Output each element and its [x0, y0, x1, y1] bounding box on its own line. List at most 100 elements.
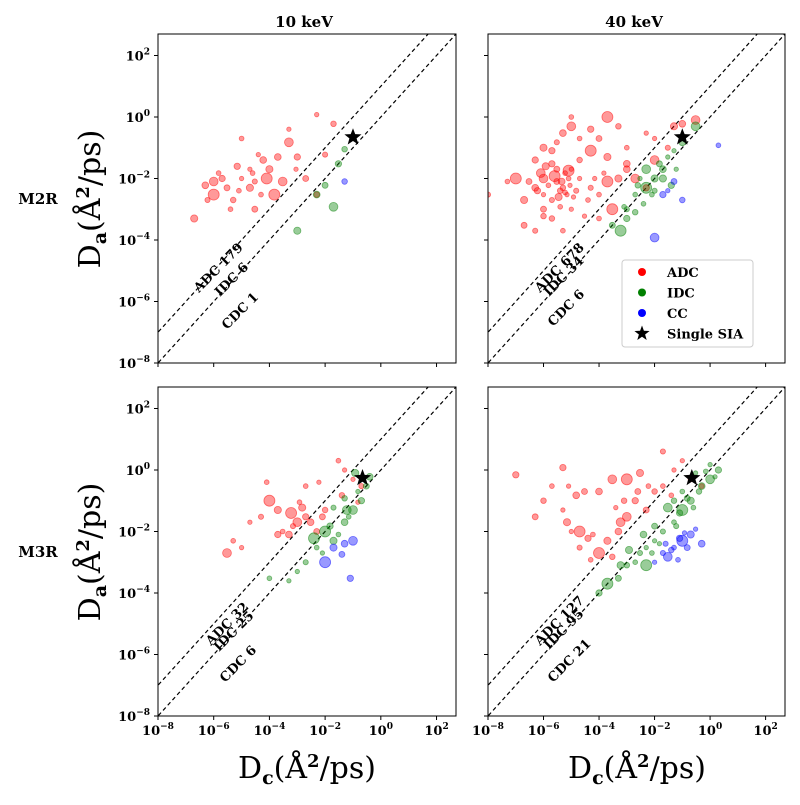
point-adc — [350, 476, 356, 482]
point-adc — [341, 467, 348, 473]
y-tick-label: 10−2 — [118, 170, 150, 187]
point-idc — [673, 523, 680, 530]
point-adc — [285, 507, 298, 519]
point-idc — [640, 559, 653, 572]
point-adc — [698, 483, 705, 489]
point-adc — [603, 536, 612, 545]
point-idc — [671, 148, 677, 154]
point-adc — [531, 513, 539, 521]
point-adc — [660, 483, 666, 489]
point-idc — [676, 504, 689, 516]
point-idc — [640, 201, 647, 207]
point-adc — [614, 174, 623, 183]
plot-frame — [157, 33, 457, 364]
point-idc — [355, 488, 361, 495]
point-idc — [625, 546, 634, 555]
point-adc — [258, 191, 264, 198]
point-idc — [665, 154, 671, 160]
x-axis-title-left: Dc(Å2/ps) — [238, 750, 376, 789]
reference-line-1 — [158, 387, 429, 687]
row-label-m2r: M2R — [18, 190, 58, 208]
point-idc — [659, 165, 667, 174]
point-adc — [335, 457, 342, 464]
point-adc — [562, 189, 568, 196]
point-adc — [545, 182, 552, 189]
row-label-m3r: M3R — [18, 543, 58, 561]
point-idc — [656, 541, 663, 547]
point-adc — [273, 505, 282, 514]
point-adc — [279, 528, 286, 535]
point-adc — [239, 544, 245, 551]
point-adc — [285, 530, 293, 539]
point-idc — [686, 496, 695, 505]
point-adc — [298, 503, 307, 512]
point-adc — [679, 458, 685, 464]
legend-label: IDC — [667, 287, 695, 302]
point-adc — [222, 548, 232, 558]
point-adc — [233, 162, 241, 170]
point-cc — [659, 191, 667, 199]
x-tick-label: 100 — [369, 722, 393, 739]
point-adc — [260, 172, 273, 185]
panel-3: 10−810−8 10−6 10−6 10−4 10−4 10−2 10−2 100 100 10… — [118, 386, 457, 739]
point-adc — [621, 511, 632, 522]
point-idc — [637, 175, 643, 182]
point-idc — [302, 559, 309, 566]
point-adc — [570, 194, 577, 200]
y-tick-label: 102 — [126, 400, 150, 417]
single-sia-star — [344, 128, 362, 145]
point-cc — [341, 178, 348, 185]
y-tick-label: 10−2 — [118, 523, 150, 540]
point-adc — [595, 487, 603, 496]
point-adc — [581, 213, 588, 219]
point-adc — [488, 191, 491, 198]
point-adc — [668, 492, 675, 499]
point-adc — [623, 144, 630, 151]
axis-titles: Dc(Å2/ps) Dc(Å2/ps) Da(Å2/ps) Da(Å2/ps) — [72, 130, 706, 789]
point-adc — [553, 139, 560, 146]
point-adc — [548, 215, 556, 222]
x-tick-label: 10−8 — [472, 722, 504, 739]
point-adc — [273, 153, 282, 161]
point-adc — [596, 215, 602, 222]
point-idc — [632, 208, 639, 216]
point-adc — [606, 203, 619, 216]
point-cc — [662, 551, 673, 562]
point-idc — [656, 160, 663, 168]
point-idc — [326, 522, 334, 530]
point-idc — [321, 181, 329, 189]
point-adc — [567, 182, 573, 188]
y-tick-label: 10−6 — [118, 293, 150, 310]
point-adc — [584, 534, 592, 542]
point-idc — [690, 121, 701, 132]
point-idc — [707, 461, 713, 468]
point-adc — [601, 175, 614, 188]
point-idc — [675, 509, 684, 517]
point-adc — [302, 483, 309, 489]
point-idc — [614, 224, 627, 237]
point-adc — [622, 165, 631, 174]
point-adc — [651, 135, 658, 142]
point-adc — [533, 187, 542, 195]
point-adc — [636, 468, 645, 477]
point-adc — [607, 474, 618, 485]
point-adc — [302, 175, 310, 182]
plot-frame — [157, 386, 457, 717]
point-idc — [313, 544, 320, 551]
point-cc — [686, 530, 695, 539]
point-adc — [554, 192, 563, 201]
point-idc — [286, 578, 292, 584]
point-idc — [334, 160, 342, 168]
legend-label: Single SIA — [667, 328, 744, 343]
y-axis-title-top: Da(Å2/ps) — [72, 130, 111, 269]
point-adc — [584, 144, 597, 157]
x-tick-label: 10−8 — [142, 722, 174, 739]
point-adc — [601, 170, 607, 176]
y-tick-label: 10−4 — [118, 585, 150, 602]
point-idc — [714, 466, 723, 474]
point-adc — [512, 471, 520, 479]
point-adc — [201, 181, 210, 190]
point-adc — [227, 206, 234, 213]
point-idc — [341, 505, 352, 515]
